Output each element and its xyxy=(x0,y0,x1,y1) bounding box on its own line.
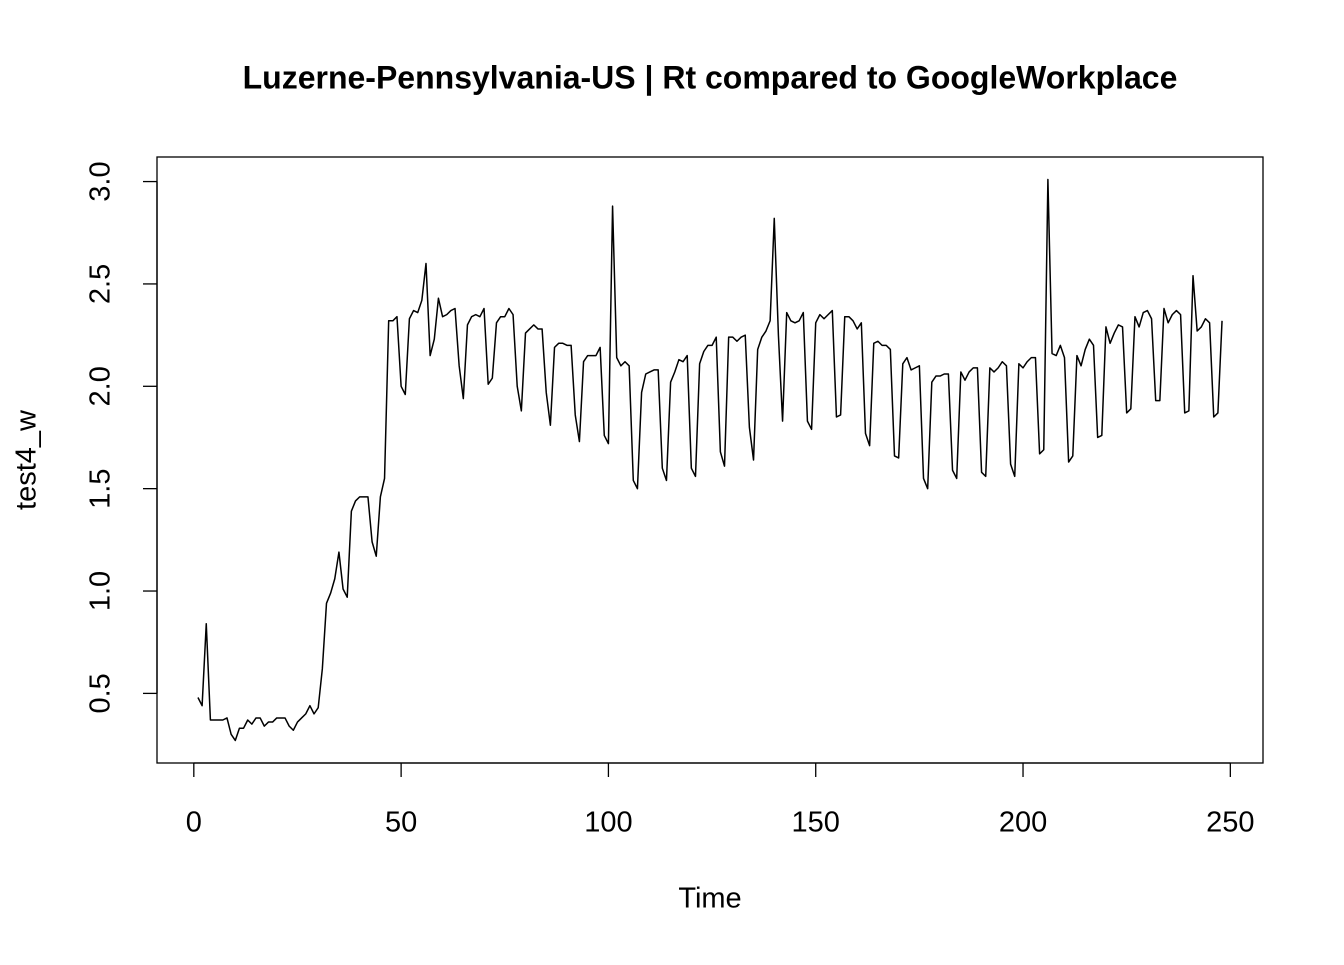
y-tick-label: 1.5 xyxy=(85,468,117,508)
y-tick-label: 1.0 xyxy=(85,571,117,611)
y-tick-label: 0.5 xyxy=(85,673,117,713)
data-line xyxy=(197,178,1223,742)
chart-title: Luzerne-Pennsylvania-US | Rt compared to… xyxy=(243,59,1178,95)
x-tick-label: 250 xyxy=(1206,807,1254,839)
x-tick-label: 100 xyxy=(584,807,632,839)
y-axis-label: test4_w xyxy=(11,409,43,510)
x-tick-label: 50 xyxy=(385,807,417,839)
y-tick-label: 3.0 xyxy=(85,161,117,201)
x-tick-label: 200 xyxy=(999,807,1047,839)
x-tick-label: 0 xyxy=(186,807,202,839)
x-tick-label: 150 xyxy=(792,807,840,839)
y-tick-label: 2.5 xyxy=(85,264,117,304)
y-tick-label: 2.0 xyxy=(85,366,117,406)
x-axis-label: Time xyxy=(678,883,741,915)
